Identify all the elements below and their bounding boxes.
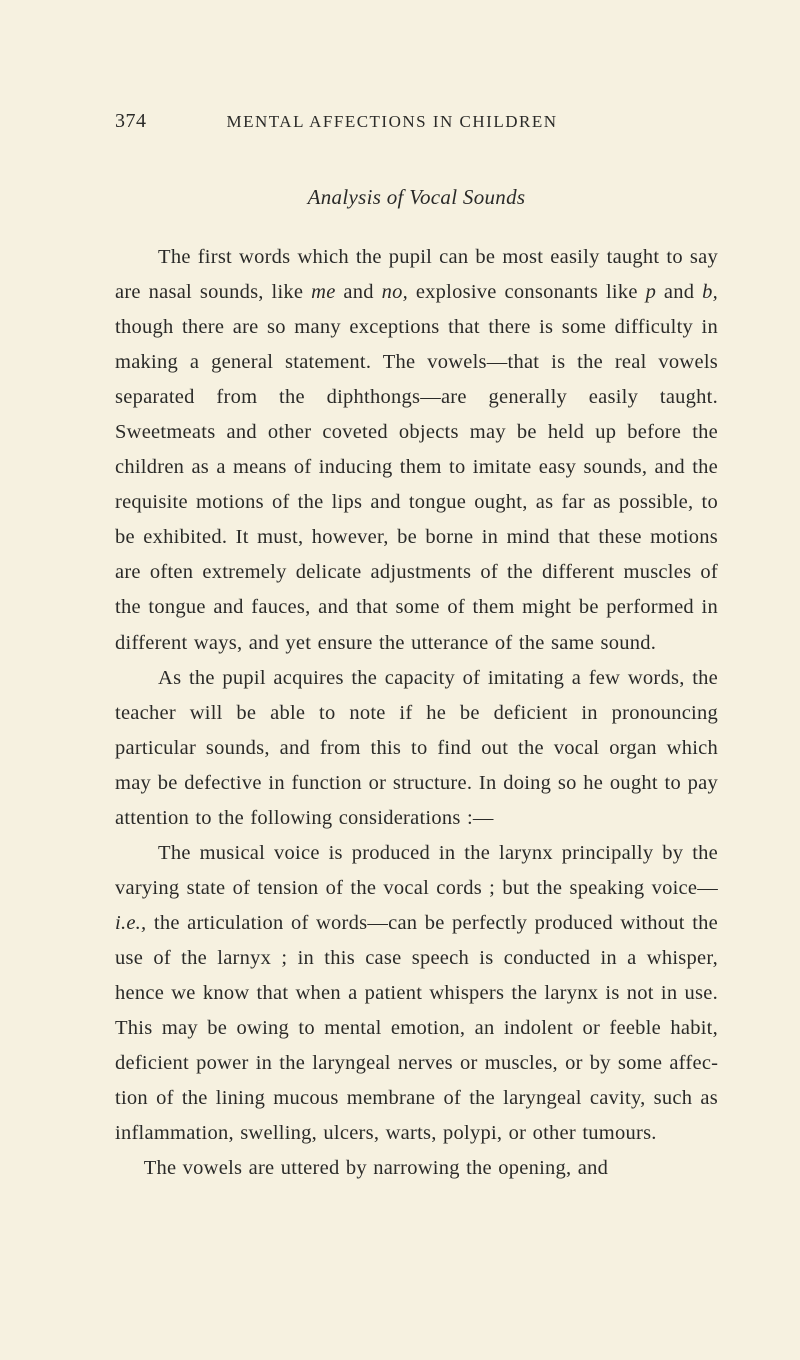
text-run: The vowels are uttered by narrowing the … [144, 1157, 608, 1179]
document-page: 374 MENTAL AFFECTIONS IN CHILDREN Analys… [0, 0, 800, 1246]
text-run: The musical voice is produced in the lar… [115, 842, 718, 899]
text-run: the articulation of words—can be per­fec… [115, 912, 718, 1144]
italic-ie: i.e., [115, 912, 146, 934]
text-run: explosive consonants like [408, 281, 646, 303]
paragraph-2: As the pupil acquires the capacity of im… [115, 661, 718, 836]
running-head: MENTAL AFFECTIONS IN CHILDREN [227, 112, 558, 132]
page-header: 374 MENTAL AFFECTIONS IN CHILDREN [115, 110, 718, 133]
text-run: and [336, 281, 382, 303]
page-number: 374 [115, 110, 147, 133]
paragraph-3: The musical voice is produced in the lar… [115, 836, 718, 1151]
text-run: though there are so many exceptions that… [115, 316, 718, 653]
paragraph-4: The vowels are uttered by narrowing the … [115, 1151, 718, 1186]
italic-b: b, [702, 281, 718, 303]
italic-me: me [311, 281, 335, 303]
body-text: The first words which the pupil can be m… [115, 240, 718, 1186]
text-run: and [656, 281, 702, 303]
paragraph-1: The first words which the pupil can be m… [115, 240, 718, 661]
italic-p: p [646, 281, 657, 303]
italic-no: no, [382, 281, 408, 303]
section-title: Analysis of Vocal Sounds [115, 185, 718, 210]
